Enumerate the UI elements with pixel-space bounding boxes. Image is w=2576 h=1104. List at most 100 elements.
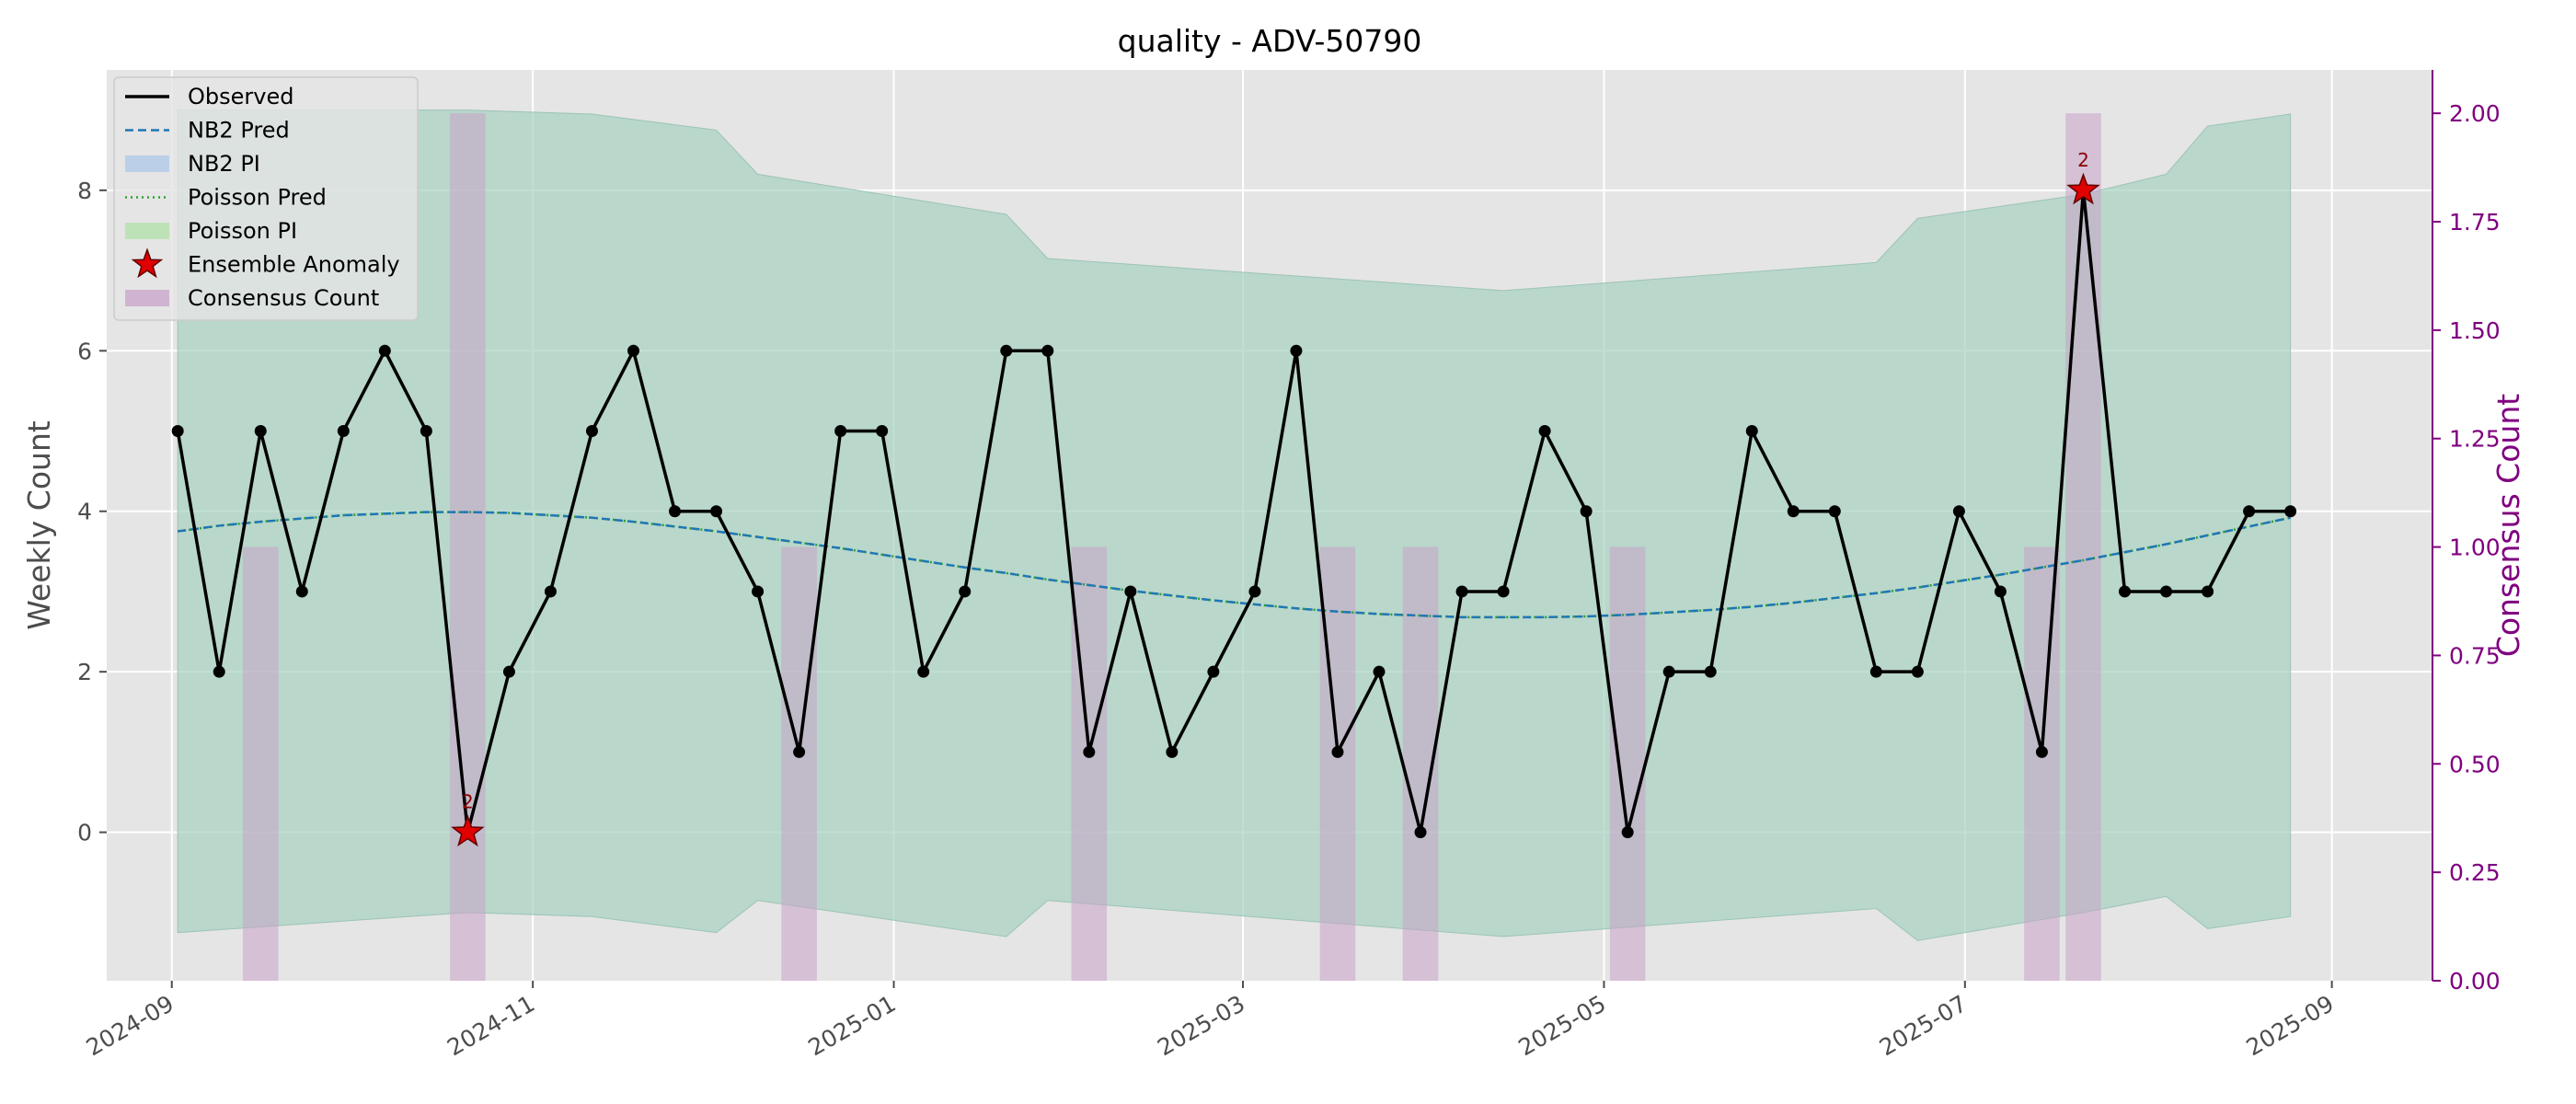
observed-point: [669, 505, 682, 518]
observed-point: [1414, 826, 1427, 839]
legend-label: Observed: [188, 84, 293, 109]
y2-tick-label: 0.25: [2449, 859, 2501, 886]
x-tick-label: 2025-03: [1153, 990, 1249, 1061]
x-tick-label: 2025-09: [2242, 990, 2339, 1061]
legend-label: Ensemble Anomaly: [188, 252, 400, 278]
consensus-bar: [1609, 546, 1646, 981]
legend-label: NB2 Pred: [188, 118, 290, 144]
y-axis-title: Weekly Count: [21, 420, 57, 630]
observed-point: [420, 425, 432, 438]
x-tick-label: 2024-09: [82, 990, 178, 1061]
observed-point: [1662, 665, 1675, 678]
observed-point: [378, 344, 391, 357]
consensus-bars: [242, 113, 2101, 981]
observed-point: [1911, 665, 1924, 678]
observed-point: [959, 585, 972, 598]
legend-label: Poisson Pred: [188, 185, 327, 211]
legend-box: [113, 76, 419, 321]
consensus-bar: [242, 546, 279, 981]
y2-tick-label: 1.50: [2449, 317, 2501, 344]
y-tick-label: 0: [77, 820, 92, 846]
observed-point: [585, 425, 598, 438]
observed-point: [2160, 585, 2173, 598]
y2-tick-label: 1.75: [2449, 209, 2501, 236]
chart-title: quality - ADV-50790: [1118, 23, 1422, 59]
observed-point: [2243, 505, 2256, 518]
x-tick-label: 2024-11: [443, 990, 539, 1061]
observed-point: [1869, 665, 1882, 678]
y2-tick-label: 2.00: [2449, 100, 2501, 127]
observed-point: [752, 585, 765, 598]
consensus-bar: [2065, 113, 2101, 981]
observed-point: [1000, 344, 1013, 357]
consensus-bar: [1071, 546, 1108, 981]
legend-swatch-poisson-pi: [125, 223, 169, 239]
observed-point: [1828, 505, 1841, 518]
anomaly-markers: 22: [451, 149, 2100, 847]
nb2-pred-line: [178, 511, 2291, 619]
observed-point: [213, 665, 225, 678]
observed-point: [2284, 505, 2297, 518]
consensus-bar: [450, 113, 486, 981]
consensus-bar: [2024, 546, 2060, 981]
legend-label: NB2 PI: [188, 151, 260, 177]
y2-tick-label: 0.75: [2449, 642, 2501, 669]
observed-point: [1373, 665, 1386, 678]
y2-axis-title: Consensus Count: [2490, 394, 2526, 657]
legend-label: Consensus Count: [188, 285, 379, 311]
consensus-bar: [781, 546, 817, 981]
observed-point: [1083, 745, 1096, 758]
observed-point: [1166, 745, 1179, 758]
prediction-interval-bands: [177, 109, 2292, 941]
observed-point: [1621, 826, 1634, 839]
observed-point: [1455, 585, 1468, 598]
observed-point: [1952, 505, 1965, 518]
observed-point: [254, 425, 267, 438]
observed-point: [793, 745, 806, 758]
observed-point: [295, 585, 308, 598]
observed-point: [1290, 344, 1303, 357]
x-tick-label: 2025-05: [1513, 990, 1610, 1061]
observed-point: [1248, 585, 1261, 598]
observed-point: [2119, 585, 2132, 598]
observed-point: [876, 425, 889, 438]
observed-line: [176, 189, 2291, 834]
prediction-lines: [178, 511, 2291, 619]
observed-point: [502, 665, 515, 678]
observed-point: [2035, 745, 2048, 758]
y2-tick-label: 0.50: [2449, 751, 2501, 777]
observed-point: [1994, 585, 2007, 598]
observed-point: [1331, 745, 1344, 758]
observed-point: [917, 665, 930, 678]
legend-swatch-consensus: [125, 290, 169, 306]
observed-point: [1497, 585, 1510, 598]
legend-swatch-anomaly: [131, 247, 164, 279]
x-tick-label: 2025-01: [804, 990, 901, 1061]
consensus-bar: [1319, 546, 1356, 981]
legend: Observed NB2 Pred NB2 PI Poisson Pred Poisso…: [113, 76, 419, 321]
anomaly-label: 2: [462, 791, 474, 813]
y-tick-label: 2: [77, 659, 92, 685]
observed-point: [337, 425, 350, 438]
nb2-pi-band: [178, 109, 2291, 941]
observed-point: [834, 425, 847, 438]
observed-point: [171, 425, 184, 438]
y2-tick-label: 0.00: [2449, 968, 2501, 995]
y-tick-label: 6: [77, 338, 92, 364]
y2-tick-label: 1.00: [2449, 535, 2501, 561]
observed-point: [627, 344, 639, 357]
y-tick-label: 4: [77, 499, 92, 525]
observed-point: [1580, 505, 1593, 518]
observed-point: [1787, 505, 1800, 518]
observed-point: [544, 585, 557, 598]
legend-swatch-nb2-pi: [125, 155, 169, 172]
anomaly-star: [451, 814, 485, 847]
legend-label: Poisson PI: [188, 218, 297, 244]
x-tick-label: 2025-07: [1875, 990, 1972, 1061]
observed-point: [710, 505, 723, 518]
anomaly-star: [2066, 172, 2100, 205]
observed-point: [1207, 665, 1220, 678]
poisson-pi-band: [177, 109, 2292, 941]
